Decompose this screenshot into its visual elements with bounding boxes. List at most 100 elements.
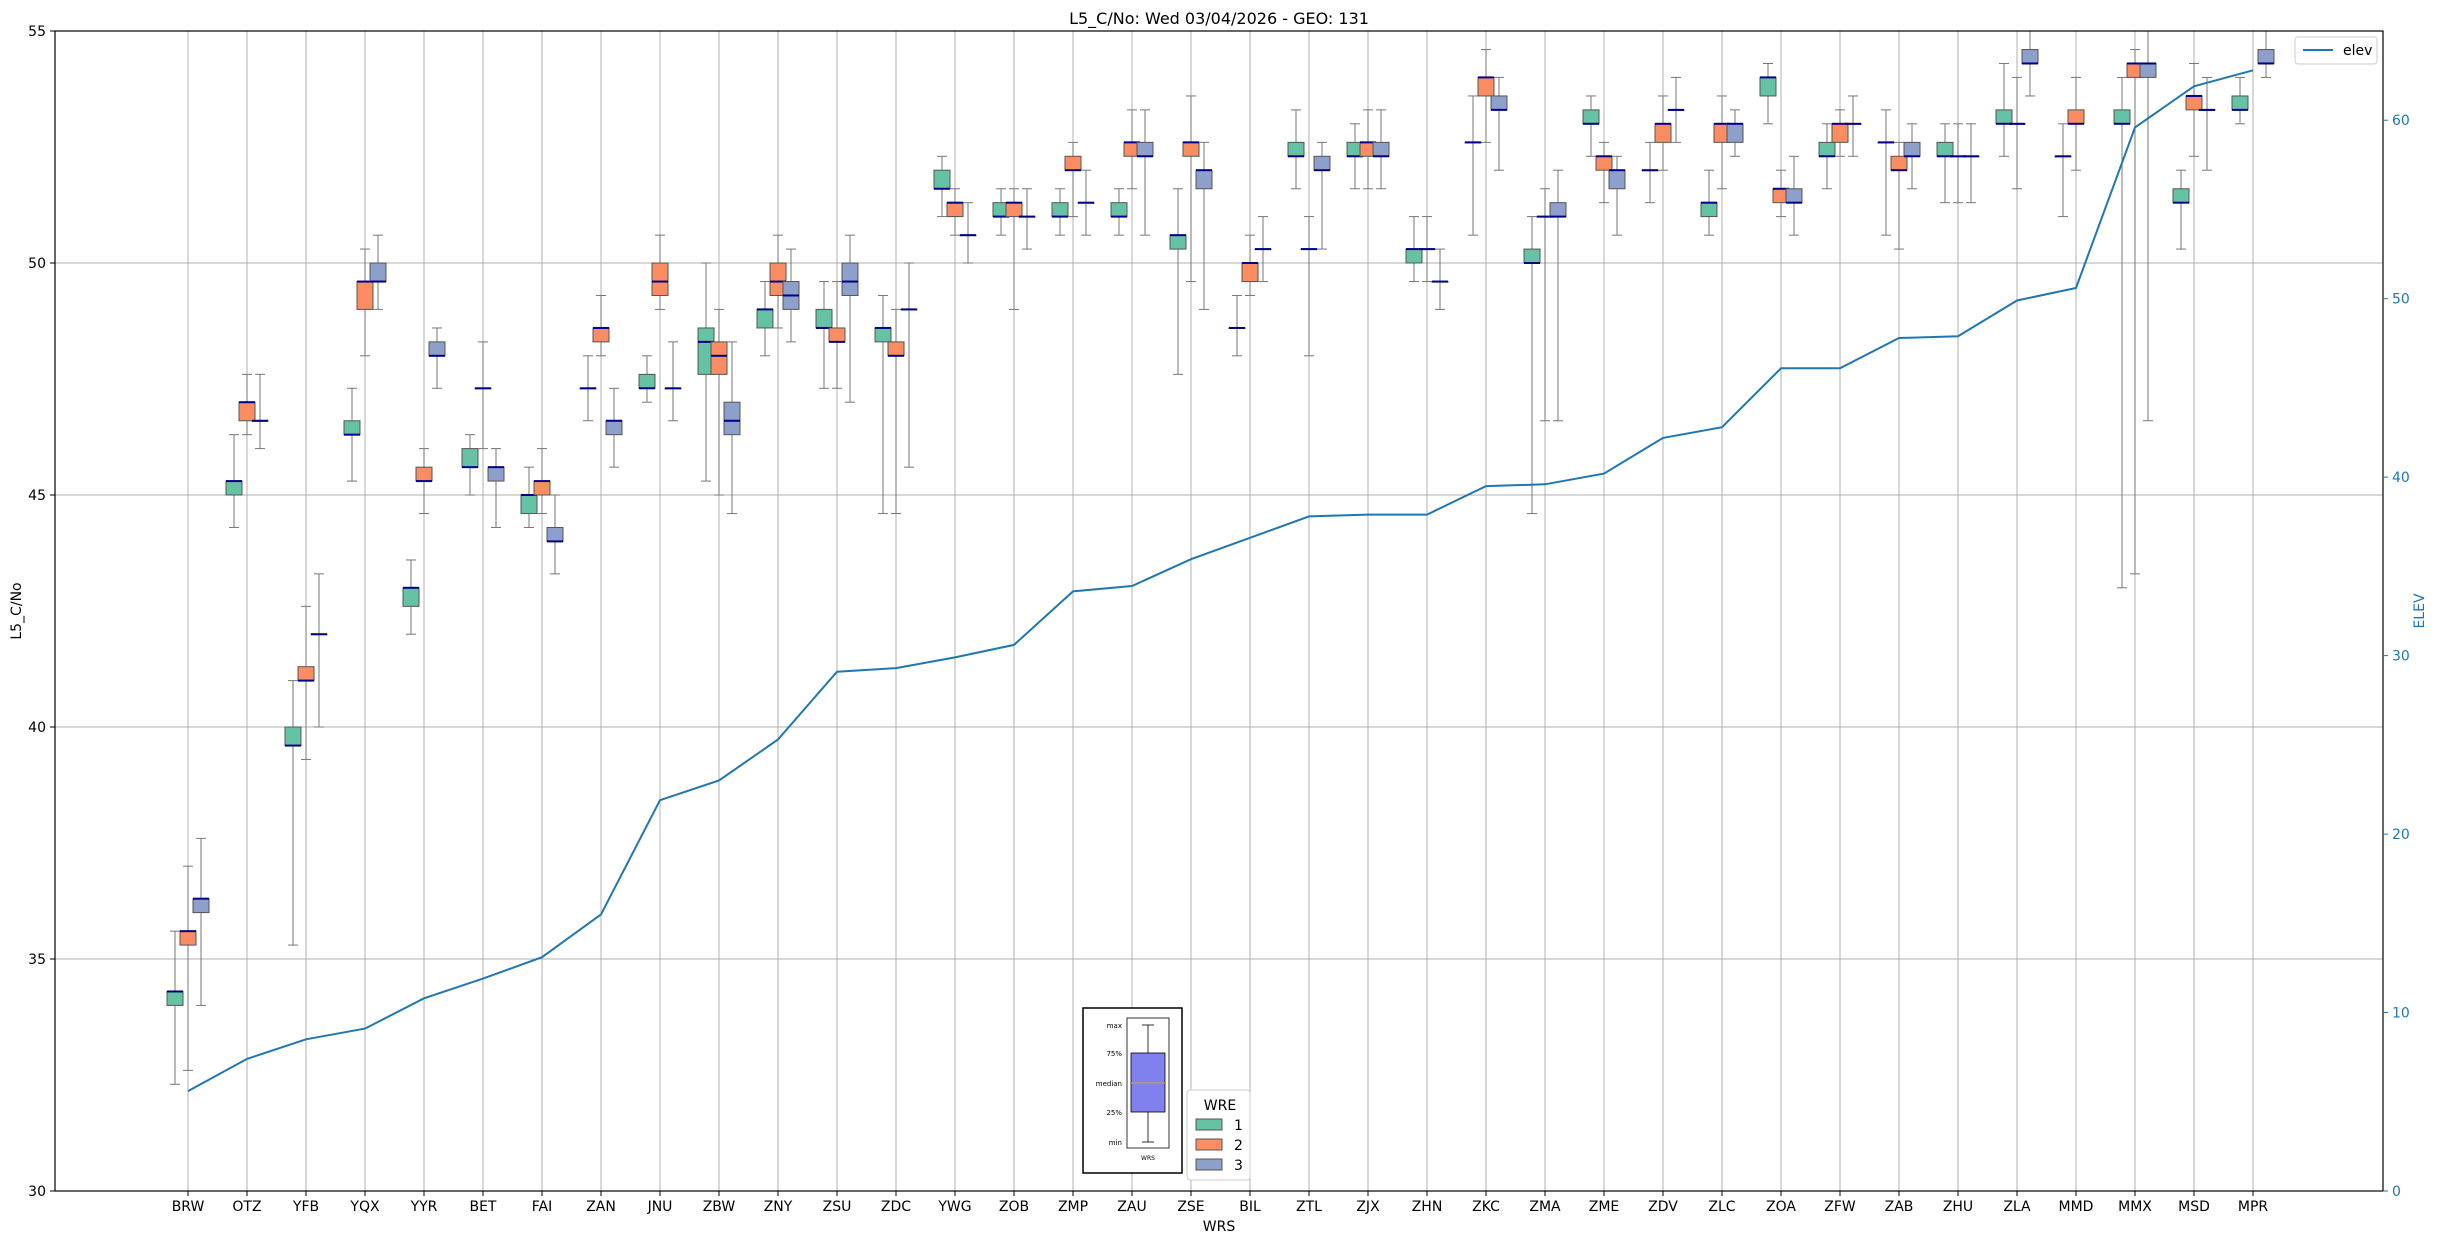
box-2-zsu: [828, 281, 846, 389]
box-iqr: [756, 308, 774, 329]
box-iqr: [356, 281, 374, 310]
box-3-zdc: [900, 262, 918, 468]
box-iqr: [192, 898, 210, 914]
box-3-yfb: [310, 573, 328, 728]
box-1-zoa: [1759, 62, 1777, 125]
x-tick-label: YFB: [292, 1199, 319, 1215]
box-3-jnu: [664, 341, 682, 422]
wre-legend-label-2: 2: [1234, 1138, 1243, 1154]
box-2-zdv: [1654, 95, 1672, 171]
elev-legend-frame: [2294, 36, 2378, 65]
box-2-otz: [238, 373, 256, 436]
box-iqr: [1523, 248, 1541, 264]
x-tick-label: ZSE: [1177, 1199, 1204, 1215]
x-tick-label: OTZ: [232, 1199, 261, 1215]
wre-legend-frame: [1186, 1089, 1251, 1181]
box-iqr: [2113, 109, 2131, 125]
y2-tick-label: 10: [2392, 1006, 2410, 1022]
box-3-zhu: [1962, 123, 1980, 204]
x-tick-label: ZLC: [1708, 1199, 1735, 1215]
box-1-ywg: [933, 155, 951, 218]
x-tick-label: YYR: [410, 1199, 438, 1215]
box-iqr: [1831, 123, 1849, 143]
box-iqr: [546, 526, 564, 542]
box-1-ztl: [1287, 109, 1305, 190]
box-3-zsu: [841, 234, 859, 403]
box-3-zjx: [1372, 109, 1390, 190]
y-tick-label: 40: [28, 720, 46, 736]
x-tick-label: ZAU: [1117, 1199, 1146, 1215]
box-2-zmp: [1064, 141, 1082, 218]
box-1-zme: [1582, 95, 1600, 157]
box-1-zdv: [1641, 141, 1659, 204]
box-1-zau: [1110, 188, 1128, 236]
box-2-jnu: [651, 234, 669, 310]
box-2-yqx: [356, 248, 374, 357]
box-3-zse: [1195, 141, 1213, 310]
box-3-zoa: [1785, 155, 1803, 236]
box-layer: [166, 30, 2275, 1085]
box-3-ywg: [959, 202, 977, 264]
box-3-zkc: [1490, 76, 1508, 171]
y-tick-label: 45: [28, 488, 46, 504]
box-iqr: [1110, 202, 1128, 218]
box-1-bil: [1228, 294, 1246, 357]
x-tick-label: ZFW: [1824, 1199, 1856, 1215]
box-iqr: [1595, 155, 1613, 171]
box-1-mmx: [2113, 76, 2131, 589]
boxplot-key-q3-label: 75%: [1106, 1050, 1122, 1058]
box-3-bet: [487, 448, 505, 528]
box-2-zse: [1182, 95, 1200, 283]
box-2-mmd: [2067, 76, 2085, 171]
box-iqr: [815, 308, 833, 329]
box-iqr: [2067, 109, 2085, 125]
box-2-msd: [2185, 62, 2203, 157]
box-1-zob: [992, 188, 1010, 236]
x-tick-label: MSD: [2178, 1199, 2210, 1215]
box-3-zan: [605, 387, 623, 468]
box-1-mpr: [2231, 76, 2249, 125]
box-iqr: [1064, 155, 1082, 171]
box-1-zbw: [697, 262, 715, 482]
box-1-zlc: [1700, 169, 1718, 236]
box-1-yyr: [402, 559, 420, 635]
box-3-brw: [192, 837, 210, 1006]
box-2-brw: [179, 865, 197, 1071]
box-2-zan: [592, 294, 610, 357]
box-1-zhu: [1936, 123, 1954, 204]
box-iqr: [1241, 262, 1259, 283]
box-iqr: [1405, 248, 1423, 264]
box-3-zlc: [1726, 109, 1744, 157]
x-tick-label: ZOB: [999, 1199, 1029, 1215]
y2-tick-label: 40: [2392, 470, 2410, 486]
box-iqr: [1995, 109, 2013, 125]
x-tick-label: ZNY: [764, 1199, 793, 1215]
box-2-yfb: [297, 605, 315, 760]
box-2-fai: [533, 448, 551, 515]
box-3-zbw: [723, 341, 741, 515]
elev-legend-label: elev: [2343, 43, 2372, 59]
box-3-zob: [1018, 188, 1036, 250]
box-1-zdc: [874, 294, 892, 515]
x-tick-label: ZDV: [1648, 1199, 1678, 1215]
box-iqr: [284, 726, 302, 747]
box-2-zbw: [710, 308, 728, 496]
box-1-otz: [225, 434, 243, 528]
box-3-zau: [1136, 109, 1154, 236]
box-iqr: [1654, 123, 1672, 143]
y-tick-label: 35: [28, 952, 46, 968]
x-tick-label: ZOA: [1766, 1199, 1796, 1215]
box-1-yfb: [284, 680, 302, 946]
wre-legend-label-3: 3: [1234, 1158, 1243, 1174]
box-iqr: [933, 169, 951, 190]
box-iqr: [1726, 123, 1744, 143]
box-2-zla: [2008, 76, 2026, 190]
x-tick-label: FAI: [532, 1199, 552, 1215]
box-iqr: [2231, 95, 2249, 111]
box-1-bet: [461, 434, 479, 496]
box-2-zlc: [1713, 95, 1731, 190]
y2-tick-label: 50: [2392, 292, 2410, 308]
box-iqr: [710, 341, 728, 375]
y-tick-label: 55: [28, 24, 46, 40]
box-1-zfw: [1818, 123, 1836, 190]
